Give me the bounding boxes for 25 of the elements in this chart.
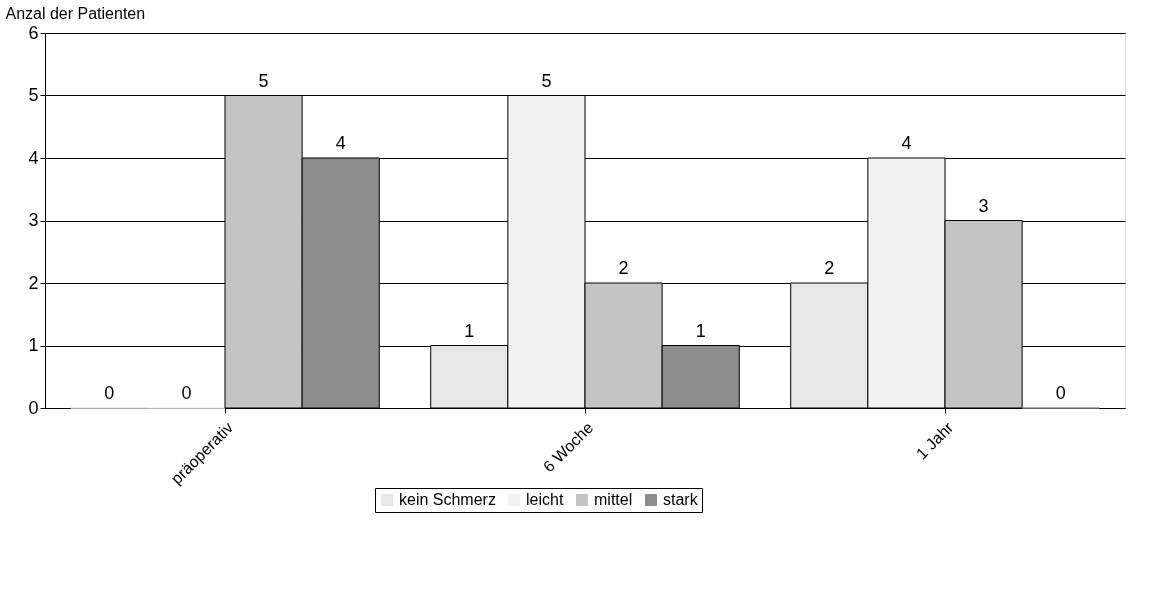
y-tick-label: 6: [28, 22, 39, 43]
y-tick-label: 2: [28, 272, 39, 293]
data-label: 0: [104, 383, 115, 403]
data-label: 0: [1055, 383, 1066, 403]
data-label: 5: [541, 70, 552, 91]
y-tick-label: 5: [28, 85, 39, 105]
data-label: 0: [181, 383, 192, 403]
y-tick-label: 4: [28, 147, 39, 168]
y-tick-label: 1: [28, 335, 39, 355]
legend-label: stark: [663, 491, 699, 508]
legend-label: kein Schmerz: [399, 491, 496, 508]
data-label: 3: [978, 195, 989, 216]
data-label: 4: [335, 133, 346, 153]
y-axis-title: Anzal der Patienten: [5, 4, 146, 22]
x-tick-label: 1 Jahr: [912, 418, 957, 463]
legend-label: leicht: [526, 491, 564, 508]
data-label: 4: [901, 133, 912, 153]
y-tick-label: 3: [28, 210, 39, 230]
data-label: 5: [258, 70, 269, 91]
y-tick-label: 0: [28, 397, 39, 418]
legend-label: mittel: [594, 491, 633, 508]
data-label: 1: [695, 320, 706, 341]
data-label: 2: [824, 258, 835, 278]
data-label: 1: [464, 320, 475, 341]
data-label: 2: [618, 258, 629, 278]
